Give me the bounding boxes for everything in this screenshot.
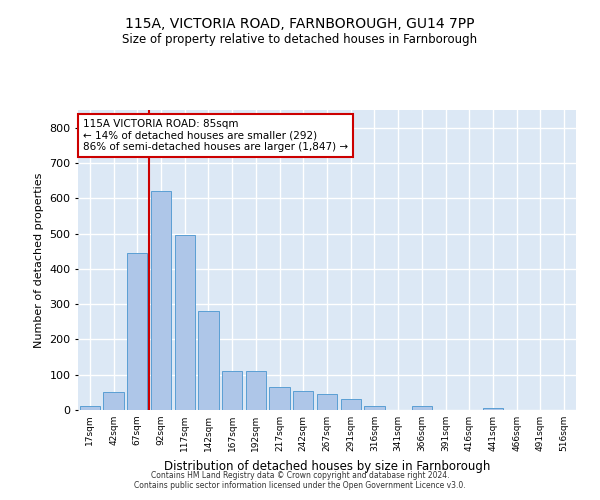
Bar xyxy=(103,392,124,410)
Text: Contains HM Land Registry data © Crown copyright and database right 2024.
Contai: Contains HM Land Registry data © Crown c… xyxy=(134,470,466,490)
Text: Size of property relative to detached houses in Farnborough: Size of property relative to detached ho… xyxy=(122,32,478,46)
Bar xyxy=(412,406,432,410)
Bar xyxy=(80,406,100,410)
Bar xyxy=(317,394,337,410)
Bar xyxy=(364,406,385,410)
Bar xyxy=(246,371,266,410)
Text: 115A VICTORIA ROAD: 85sqm
← 14% of detached houses are smaller (292)
86% of semi: 115A VICTORIA ROAD: 85sqm ← 14% of detac… xyxy=(83,119,348,152)
Bar xyxy=(293,390,313,410)
Bar xyxy=(222,371,242,410)
Bar xyxy=(127,253,148,410)
Bar xyxy=(151,191,171,410)
Bar xyxy=(175,236,195,410)
Bar xyxy=(269,387,290,410)
Y-axis label: Number of detached properties: Number of detached properties xyxy=(34,172,44,348)
Bar xyxy=(199,311,218,410)
Text: 115A, VICTORIA ROAD, FARNBOROUGH, GU14 7PP: 115A, VICTORIA ROAD, FARNBOROUGH, GU14 7… xyxy=(125,18,475,32)
X-axis label: Distribution of detached houses by size in Farnborough: Distribution of detached houses by size … xyxy=(164,460,490,472)
Bar xyxy=(483,408,503,410)
Bar xyxy=(341,400,361,410)
